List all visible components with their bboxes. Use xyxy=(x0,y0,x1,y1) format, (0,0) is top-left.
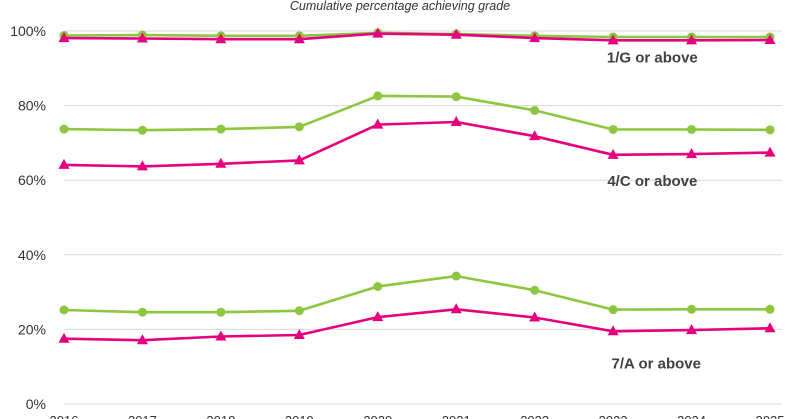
y-tick-label: 80% xyxy=(18,98,46,114)
data-point-triangle xyxy=(293,33,305,44)
data-point-circle xyxy=(530,285,540,295)
data-point-triangle xyxy=(215,330,227,341)
series-line xyxy=(63,274,770,314)
data-point-triangle xyxy=(529,130,541,141)
data-point-circle xyxy=(451,271,461,281)
x-tick-label: 2021 xyxy=(442,413,471,419)
data-point-circle xyxy=(137,125,147,135)
series-magenta-triangle xyxy=(58,27,776,45)
data-point-circle xyxy=(294,122,304,132)
data-point-circle xyxy=(687,124,697,134)
group-annotation: 4/C or above xyxy=(607,173,697,190)
data-point-triangle xyxy=(58,332,70,343)
data-point-triangle xyxy=(607,325,619,336)
series-line xyxy=(63,32,771,42)
group-annotation: 7/A or above xyxy=(612,356,701,373)
series-line xyxy=(63,307,771,342)
x-axis-ticks: 2016 2017 2018 2019 2020 2021 2022 2023 2024 2025 xyxy=(50,413,785,419)
y-tick-label: 100% xyxy=(10,23,46,39)
data-point-triangle xyxy=(293,154,305,165)
data-point-triangle xyxy=(58,32,70,43)
series-magenta-triangle xyxy=(58,303,776,345)
data-point-triangle xyxy=(215,157,227,168)
y-tick-label: 0% xyxy=(26,396,46,412)
data-point-triangle xyxy=(215,33,227,44)
data-point-triangle xyxy=(607,34,619,45)
data-point-circle xyxy=(294,306,304,316)
data-point-triangle xyxy=(686,34,698,45)
annotations: 1/G or above 4/C or above 7/A or above xyxy=(607,50,701,373)
data-point-triangle xyxy=(372,118,384,129)
y-tick-label: 40% xyxy=(18,247,46,263)
data-point-triangle xyxy=(58,158,70,169)
data-point-triangle xyxy=(686,148,698,159)
x-tick-label: 2016 xyxy=(50,413,79,419)
y-tick-label: 20% xyxy=(18,321,46,337)
data-point-circle xyxy=(608,305,618,315)
data-point-triangle xyxy=(529,311,541,322)
series-magenta-triangle xyxy=(58,116,776,171)
data-point-circle xyxy=(373,91,383,101)
x-tick-label: 2024 xyxy=(677,413,706,419)
data-point-circle xyxy=(373,282,383,292)
data-point-circle xyxy=(765,125,775,135)
series-lines xyxy=(58,27,776,345)
series-green-circle xyxy=(59,91,775,135)
group-annotation: 1/G or above xyxy=(607,50,698,67)
data-point-triangle xyxy=(686,324,698,335)
data-point-triangle xyxy=(764,146,776,157)
data-point-triangle xyxy=(607,148,619,159)
data-point-triangle xyxy=(764,33,776,44)
data-point-circle xyxy=(530,105,540,115)
series-line xyxy=(63,94,771,132)
data-point-triangle xyxy=(372,27,384,38)
data-point-triangle xyxy=(450,116,462,127)
chart-title: Cumulative percentage achieving grade xyxy=(290,0,510,13)
x-tick-label: 2020 xyxy=(363,413,392,419)
data-point-circle xyxy=(59,124,69,134)
y-tick-label: 60% xyxy=(18,172,46,188)
data-point-triangle xyxy=(136,334,148,345)
x-tick-label: 2023 xyxy=(599,413,628,419)
data-point-triangle xyxy=(450,28,462,39)
data-point-triangle xyxy=(136,160,148,171)
data-point-triangle xyxy=(293,328,305,339)
data-point-circle xyxy=(59,305,69,315)
data-point-triangle xyxy=(136,32,148,43)
data-point-triangle xyxy=(450,303,462,314)
data-point-triangle xyxy=(372,311,384,322)
x-tick-label: 2018 xyxy=(206,413,235,419)
series-green-circle xyxy=(59,271,775,317)
y-axis-ticks: 0% 20% 40% 60% 80% 100% xyxy=(10,23,46,412)
data-point-circle xyxy=(216,307,226,317)
data-point-circle xyxy=(137,307,147,317)
x-tick-label: 2017 xyxy=(128,413,157,419)
data-point-circle xyxy=(765,304,775,314)
data-point-triangle xyxy=(529,32,541,43)
data-point-circle xyxy=(608,124,618,134)
gridlines xyxy=(64,30,782,405)
x-tick-label: 2022 xyxy=(520,413,549,419)
data-point-circle xyxy=(216,124,226,134)
x-tick-label: 2019 xyxy=(285,413,314,419)
data-point-triangle xyxy=(764,322,776,333)
series-line xyxy=(63,120,771,168)
data-point-circle xyxy=(451,92,461,102)
data-point-circle xyxy=(687,304,697,314)
x-tick-label: 2025 xyxy=(756,413,785,419)
